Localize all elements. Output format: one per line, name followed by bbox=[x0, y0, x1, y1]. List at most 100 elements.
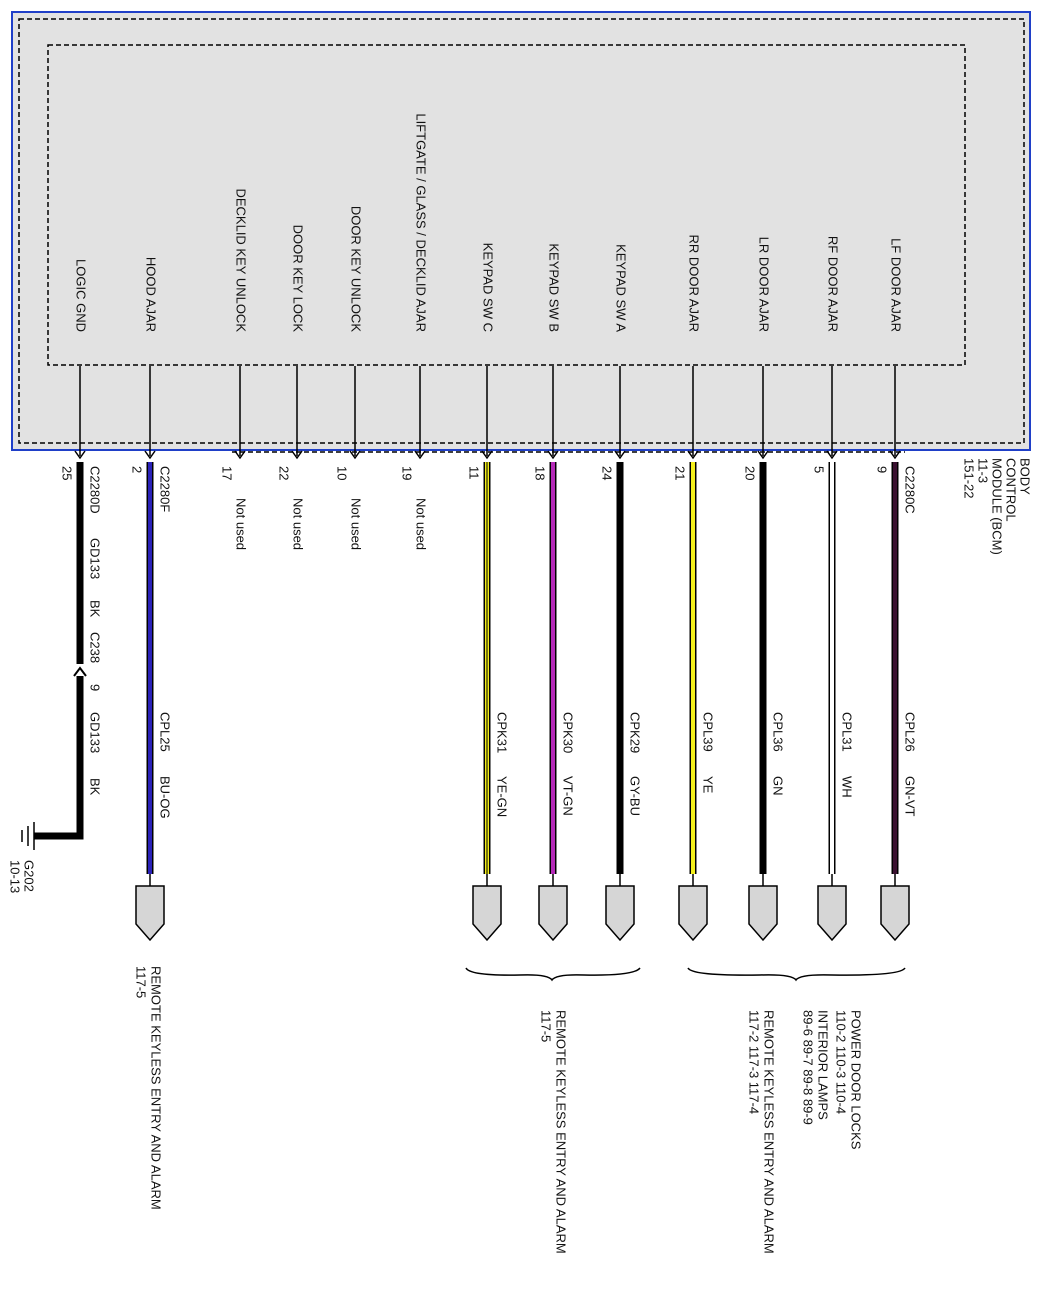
circuit-label: CPL26 bbox=[903, 712, 918, 752]
pin-label: LR DOOR AJAR bbox=[757, 237, 772, 332]
pin-label: DOOR KEY LOCK bbox=[291, 225, 306, 333]
ground-wire-label: C238 bbox=[88, 632, 103, 663]
destination-label: 117-5 bbox=[539, 1010, 554, 1042]
pin-arrow bbox=[291, 450, 303, 460]
wire-color-label: BU-OG bbox=[158, 776, 173, 819]
pin-number: 9 bbox=[875, 466, 890, 473]
ground-label: G202 bbox=[22, 860, 37, 892]
ground-wire-label: GD133 bbox=[88, 538, 103, 579]
not-used-label: Not used bbox=[291, 498, 306, 550]
pin-label: KEYPAD SW C bbox=[481, 243, 496, 332]
ground-label: 10-13 bbox=[8, 860, 23, 893]
connector-label: C2280D bbox=[88, 466, 103, 514]
circuit-label: CPK30 bbox=[561, 712, 576, 753]
wire-color-label: YE bbox=[701, 776, 716, 794]
module-label: 151-22 bbox=[962, 458, 977, 498]
connector-terminal bbox=[748, 885, 778, 942]
not-used-label: Not used bbox=[234, 498, 249, 550]
connector-terminal bbox=[538, 885, 568, 942]
pin-number: 19 bbox=[400, 466, 415, 480]
ground-wire-label: GD133 bbox=[88, 712, 103, 753]
destination-label: 117-2 117-3 117-4 bbox=[747, 1010, 762, 1114]
pin-number: 24 bbox=[600, 466, 615, 480]
module-label: CONTROL bbox=[1004, 458, 1019, 522]
pin-label: LF DOOR AJAR bbox=[889, 238, 904, 332]
module-label: MODULE (BCM) bbox=[990, 458, 1005, 555]
pin-label: LIFTGATE / GLASS / DECKLID AJAR bbox=[414, 113, 429, 332]
pin-arrow bbox=[414, 450, 426, 460]
pin-label: DOOR KEY UNLOCK bbox=[349, 206, 364, 333]
connector-terminal bbox=[472, 885, 502, 942]
connector-terminal bbox=[817, 885, 847, 942]
connector-terminal bbox=[880, 885, 910, 942]
circuit-label: CPL31 bbox=[840, 712, 855, 752]
pin-number: 18 bbox=[533, 466, 548, 480]
circuit-label: CPL25 bbox=[158, 712, 173, 752]
wire-color-label: GN bbox=[771, 776, 786, 796]
pin-label: KEYPAD SW A bbox=[614, 244, 629, 332]
circuit-label: CPK29 bbox=[628, 712, 643, 753]
pin-arrow bbox=[144, 450, 156, 460]
pin-arrow bbox=[614, 450, 626, 460]
circuit-label: CPL39 bbox=[701, 712, 716, 752]
ground-wire-label: 9 bbox=[88, 684, 103, 691]
pin-label: LOGIC GND bbox=[74, 259, 89, 332]
wire-color-label: WH bbox=[840, 776, 855, 798]
pin-label: RR DOOR AJAR bbox=[687, 234, 702, 332]
circuit-label: CPK31 bbox=[495, 712, 510, 753]
pin-label: KEYPAD SW B bbox=[547, 243, 562, 332]
pin-arrow bbox=[74, 450, 86, 460]
pin-number: 10 bbox=[335, 466, 350, 480]
pin-arrow bbox=[349, 450, 361, 460]
destination-label: 110-2 110-3 110-4 bbox=[834, 1010, 849, 1114]
connector-terminal bbox=[678, 885, 708, 942]
module-dashed-border bbox=[18, 18, 1025, 444]
pin-label: DECKLID KEY UNLOCK bbox=[234, 188, 249, 332]
pin-arrow bbox=[889, 450, 901, 460]
pin-arrow bbox=[481, 450, 493, 460]
pin-arrow bbox=[547, 450, 559, 460]
wire-color-label: GY-BU bbox=[628, 776, 643, 816]
ground-wire-label: BK bbox=[88, 600, 103, 618]
wire-color-label: GN-VT bbox=[903, 776, 918, 817]
destination-label: 89-6 89-7 89-8 89-9 bbox=[801, 1010, 816, 1125]
pin-arrow bbox=[757, 450, 769, 460]
pin-number: 5 bbox=[812, 466, 827, 473]
circuit-label: CPL36 bbox=[771, 712, 786, 752]
connector-label: C2280F bbox=[158, 466, 173, 512]
destination-label: REMOTE KEYLESS ENTRY AND ALARM bbox=[149, 966, 164, 1210]
destination-label: REMOTE KEYLESS ENTRY AND ALARM bbox=[554, 1010, 569, 1254]
pin-number: 2 bbox=[130, 466, 145, 473]
pin-number: 17 bbox=[220, 466, 235, 480]
destination-label: INTERIOR LAMPS bbox=[816, 1010, 831, 1120]
pin-number: 20 bbox=[743, 466, 758, 480]
not-used-label: Not used bbox=[349, 498, 364, 550]
not-used-label: Not used bbox=[414, 498, 429, 550]
destination-label: POWER DOOR LOCKS bbox=[849, 1010, 864, 1150]
module-label: 11-3 bbox=[976, 458, 991, 483]
module-box bbox=[11, 11, 1031, 451]
pin-number: 22 bbox=[277, 466, 292, 480]
inner-dashed-border bbox=[47, 44, 966, 366]
pin-number: 11 bbox=[467, 466, 482, 480]
inline-connector bbox=[73, 666, 87, 677]
connector-label: C2280C bbox=[903, 466, 918, 514]
destination-label: REMOTE KEYLESS ENTRY AND ALARM bbox=[762, 1010, 777, 1254]
module-label: BODY bbox=[1018, 458, 1033, 495]
pin-arrow bbox=[234, 450, 246, 460]
pin-label: HOOD AJAR bbox=[144, 257, 159, 332]
ground-wire-label: BK bbox=[88, 778, 103, 796]
connector-terminal bbox=[605, 885, 635, 942]
destination-label: 117-5 bbox=[134, 966, 149, 998]
pin-arrow bbox=[687, 450, 699, 460]
wire-color-label: YE-GN bbox=[495, 776, 510, 817]
connector-terminal bbox=[135, 885, 165, 942]
brace bbox=[465, 967, 641, 982]
ground-wire bbox=[34, 462, 84, 840]
brace bbox=[687, 967, 906, 982]
pin-label: RF DOOR AJAR bbox=[826, 236, 841, 332]
pin-arrow bbox=[826, 450, 838, 460]
pin-number: 25 bbox=[60, 466, 75, 480]
